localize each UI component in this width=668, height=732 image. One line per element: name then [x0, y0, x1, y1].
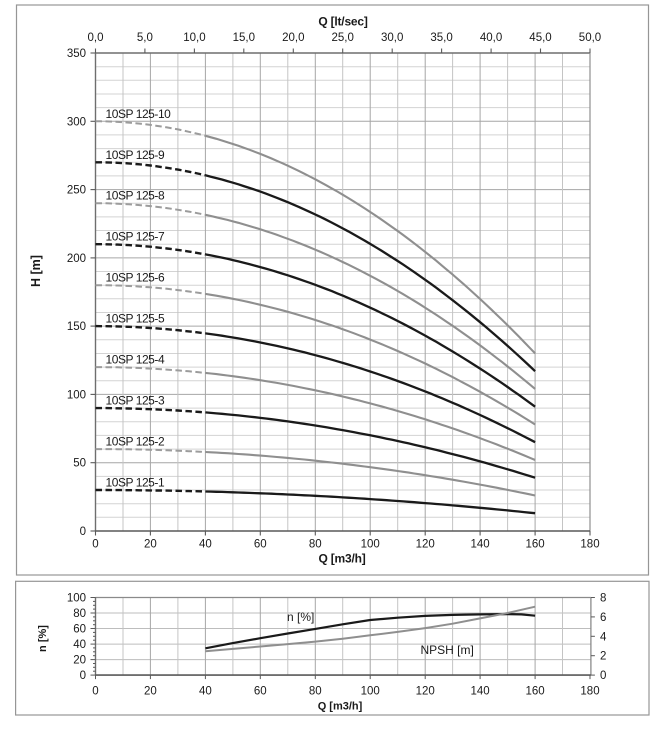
svg-text:10SP 125-1: 10SP 125-1	[106, 476, 165, 490]
svg-text:250: 250	[67, 185, 86, 197]
svg-text:0: 0	[92, 685, 98, 697]
svg-text:10SP 125-6: 10SP 125-6	[106, 271, 165, 285]
svg-text:4: 4	[600, 631, 607, 643]
svg-text:10SP 125-2: 10SP 125-2	[106, 435, 165, 449]
svg-text:40: 40	[73, 639, 86, 651]
svg-text:20: 20	[144, 539, 157, 551]
svg-text:120: 120	[416, 685, 435, 697]
svg-text:40,0: 40,0	[480, 32, 502, 44]
svg-text:15,0: 15,0	[233, 32, 255, 44]
svg-text:Q [m3/h]: Q [m3/h]	[318, 552, 365, 566]
svg-text:40: 40	[199, 539, 212, 551]
svg-text:0: 0	[80, 526, 86, 538]
svg-text:10,0: 10,0	[183, 32, 205, 44]
svg-text:H [m]: H [m]	[29, 255, 43, 287]
svg-text:35,0: 35,0	[430, 32, 452, 44]
svg-text:2: 2	[600, 651, 606, 663]
svg-text:20: 20	[144, 685, 157, 697]
svg-text:50: 50	[73, 458, 86, 470]
svg-text:150: 150	[67, 321, 86, 333]
svg-text:100: 100	[67, 389, 86, 401]
svg-text:100: 100	[361, 539, 380, 551]
svg-text:140: 140	[471, 685, 490, 697]
svg-text:10SP 125-7: 10SP 125-7	[106, 230, 165, 244]
svg-text:25,0: 25,0	[332, 32, 354, 44]
svg-text:160: 160	[526, 685, 545, 697]
svg-text:45,0: 45,0	[529, 32, 551, 44]
svg-text:180: 180	[580, 685, 599, 697]
svg-text:10SP 125-9: 10SP 125-9	[106, 148, 165, 162]
svg-text:6: 6	[600, 612, 606, 624]
svg-text:300: 300	[67, 116, 86, 128]
svg-text:60: 60	[73, 624, 86, 636]
svg-text:5,0: 5,0	[137, 32, 153, 44]
svg-text:40: 40	[199, 685, 212, 697]
svg-text:10SP 125-3: 10SP 125-3	[106, 394, 165, 408]
svg-text:10SP 125-8: 10SP 125-8	[106, 189, 165, 203]
svg-text:0: 0	[80, 670, 86, 682]
svg-text:100: 100	[67, 593, 86, 605]
svg-text:0,0: 0,0	[88, 32, 104, 44]
svg-text:350: 350	[67, 48, 86, 60]
svg-text:Q [lt/sec]: Q [lt/sec]	[318, 15, 368, 29]
svg-text:140: 140	[471, 539, 490, 551]
svg-text:n [%]: n [%]	[287, 610, 314, 624]
svg-text:10SP 125-10: 10SP 125-10	[106, 107, 172, 121]
svg-text:0: 0	[600, 670, 606, 682]
svg-text:80: 80	[309, 539, 322, 551]
svg-text:60: 60	[254, 539, 267, 551]
svg-text:180: 180	[580, 539, 599, 551]
svg-text:60: 60	[254, 685, 267, 697]
svg-text:30,0: 30,0	[381, 32, 403, 44]
svg-text:Q [m3/h]: Q [m3/h]	[318, 701, 363, 713]
svg-text:10SP 125-5: 10SP 125-5	[106, 312, 165, 326]
svg-text:20: 20	[73, 655, 86, 667]
svg-text:20,0: 20,0	[282, 32, 304, 44]
svg-text:10SP 125-4: 10SP 125-4	[106, 353, 165, 367]
svg-text:8: 8	[600, 593, 606, 605]
svg-text:NPSH [m]: NPSH [m]	[421, 643, 474, 657]
svg-text:80: 80	[73, 608, 86, 620]
svg-text:100: 100	[361, 685, 380, 697]
svg-text:120: 120	[416, 539, 435, 551]
svg-text:0: 0	[92, 539, 98, 551]
svg-text:200: 200	[67, 253, 86, 265]
svg-text:80: 80	[309, 685, 322, 697]
svg-text:n [%]: n [%]	[37, 625, 49, 652]
svg-text:50,0: 50,0	[579, 32, 601, 44]
svg-text:160: 160	[526, 539, 545, 551]
